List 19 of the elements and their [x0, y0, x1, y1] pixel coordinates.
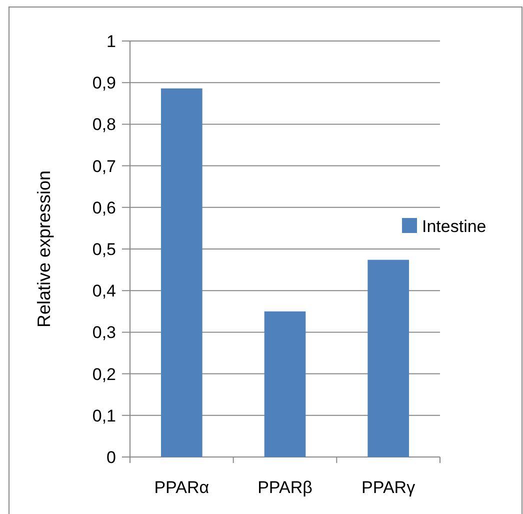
y-tick-label: 0,8: [92, 115, 116, 134]
y-tick-label: 0,5: [92, 240, 116, 259]
y-tick-label: 0,2: [92, 364, 116, 384]
x-tick-label: PPARγ: [362, 478, 416, 497]
bar: [264, 311, 306, 457]
y-tick-label: 0: [106, 448, 116, 467]
y-tick-label: 0,6: [92, 198, 116, 218]
y-tick-label: 0,4: [92, 282, 116, 301]
y-axis-title: Relative expression: [34, 170, 54, 328]
bar: [368, 260, 409, 457]
y-tick-label: 0,9: [92, 74, 116, 93]
legend-label: Intestine: [422, 216, 486, 236]
x-tick-label: PPARβ: [258, 478, 313, 497]
y-tick-label: 0,7: [92, 156, 116, 176]
x-tick-label: PPARα: [154, 478, 210, 497]
bar: [161, 88, 202, 457]
y-tick-label: 1: [106, 32, 116, 51]
y-tick-label: 0,1: [92, 406, 116, 426]
y-tick-label: 0,3: [92, 323, 116, 342]
